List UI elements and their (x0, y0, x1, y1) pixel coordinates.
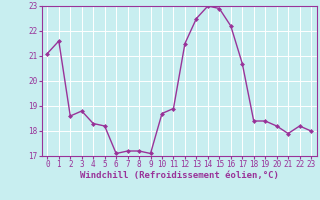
X-axis label: Windchill (Refroidissement éolien,°C): Windchill (Refroidissement éolien,°C) (80, 171, 279, 180)
